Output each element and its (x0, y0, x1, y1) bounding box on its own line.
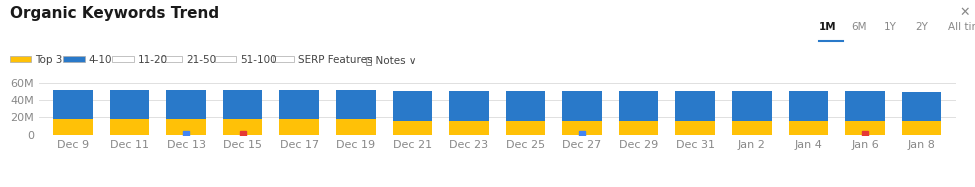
Bar (619, 121, 658, 135)
Text: All time: All time (948, 22, 975, 32)
Text: 📋 Notes ∨: 📋 Notes ∨ (366, 55, 416, 65)
Bar (54, 119, 93, 135)
Bar (110, 119, 149, 135)
Bar (845, 121, 884, 135)
Bar (902, 92, 941, 121)
Bar (676, 121, 715, 135)
Text: 6M: 6M (851, 22, 867, 32)
Bar (789, 121, 828, 135)
Bar (449, 121, 488, 135)
Bar (280, 90, 319, 119)
Text: 21-50: 21-50 (186, 55, 216, 65)
Bar (732, 91, 771, 121)
Bar (563, 91, 602, 121)
Bar (167, 119, 206, 135)
Bar (619, 91, 658, 121)
Bar (506, 121, 545, 135)
Bar (902, 121, 941, 135)
Text: 11-20: 11-20 (137, 55, 168, 65)
Bar (506, 91, 545, 121)
Bar (732, 121, 771, 135)
Bar (676, 91, 715, 121)
Bar (845, 91, 884, 121)
Bar (393, 121, 432, 135)
Bar (223, 90, 262, 119)
Text: 1Y: 1Y (883, 22, 896, 32)
Bar (789, 91, 828, 121)
Text: 1M: 1M (819, 22, 837, 32)
Bar (336, 90, 375, 119)
Text: Organic Keywords Trend: Organic Keywords Trend (10, 6, 218, 21)
Bar (449, 91, 488, 121)
Bar (563, 121, 602, 135)
Bar (393, 91, 432, 121)
Text: Top 3: Top 3 (35, 55, 62, 65)
Text: 51-100: 51-100 (240, 55, 277, 65)
Bar (280, 119, 319, 135)
Bar (54, 90, 93, 119)
Bar (223, 119, 262, 135)
Bar (167, 90, 206, 119)
Text: 2Y: 2Y (916, 22, 928, 32)
Bar (336, 119, 375, 135)
Text: 4-10: 4-10 (89, 55, 112, 65)
Bar (110, 90, 149, 119)
Text: ✕: ✕ (959, 6, 970, 19)
Text: SERP Features: SERP Features (298, 55, 372, 65)
